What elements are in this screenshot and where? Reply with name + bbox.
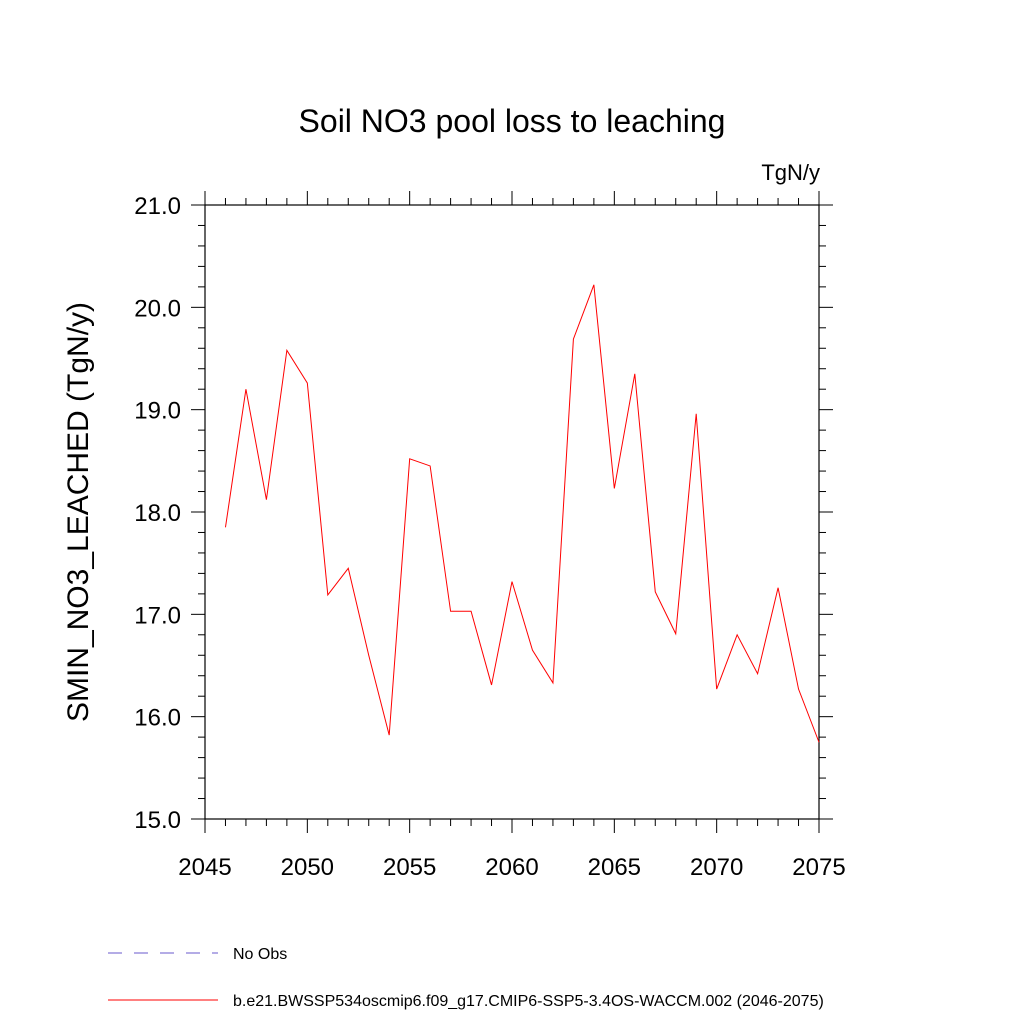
- series-layer: [224, 284, 820, 743]
- y-tick-label: 18.0: [134, 500, 181, 527]
- x-tick-label: 2070: [690, 854, 743, 881]
- x-tick-label: 2075: [792, 854, 845, 881]
- series-line-0: [224, 284, 820, 743]
- y-axis-label: SMIN_NO3_LEACHED (TgN/y): [62, 302, 95, 722]
- axis-ticks: [191, 191, 833, 833]
- x-tick-label: 2050: [281, 854, 334, 881]
- x-tick-label: 2045: [178, 854, 231, 881]
- legend-label-no-obs: No Obs: [233, 946, 287, 963]
- y-tick-label: 21.0: [134, 193, 181, 220]
- x-tick-label: 2055: [383, 854, 436, 881]
- chart-title: Soil NO3 pool loss to leaching: [299, 103, 726, 139]
- y-tick-label: 16.0: [134, 705, 181, 732]
- y-tick-label: 20.0: [134, 295, 181, 322]
- plot-frame: [204, 204, 820, 820]
- y-tick-label: 15.0: [134, 807, 181, 834]
- x-tick-label: 2065: [588, 854, 641, 881]
- y-tick-label: 17.0: [134, 602, 181, 629]
- axis-tick-labels: 2045 2050 2055 2060 2065 2070 2075 15.0 16.0 17.0…: [134, 193, 845, 881]
- units-label: TgN/y: [761, 160, 820, 185]
- legend: No Obs b.e21.BWSSP534oscmip6.f09_g17.CMI…: [108, 946, 824, 1010]
- x-tick-label: 2060: [485, 854, 538, 881]
- legend-label-model: b.e21.BWSSP534oscmip6.f09_g17.CMIP6-SSP5…: [233, 993, 824, 1010]
- y-tick-label: 19.0: [134, 398, 181, 425]
